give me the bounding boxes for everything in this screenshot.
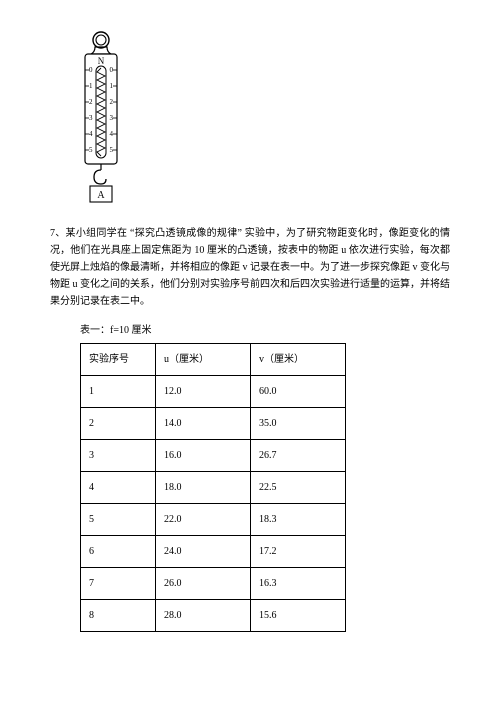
- spring-scale-figure: N 0 1 2 3 4 5 0 1 2 3 4 5: [70, 30, 450, 205]
- scale-right-2: 2: [110, 98, 114, 106]
- cell: 16.0: [156, 440, 251, 472]
- cell: 28.0: [156, 600, 251, 632]
- scale-left-2: 2: [89, 98, 93, 106]
- scale-right-1: 1: [110, 82, 114, 90]
- table1-body: 1 12.0 60.0 2 14.0 35.0 3 16.0 26.7 4 18…: [81, 376, 346, 632]
- table1: 实验序号 u（厘米） v（厘米） 1 12.0 60.0 2 14.0 35.0…: [80, 343, 346, 632]
- box-a-label: A: [97, 190, 105, 201]
- cell: 17.2: [251, 536, 346, 568]
- cell: 2: [81, 408, 156, 440]
- cell: 18.0: [156, 472, 251, 504]
- table-row: 2 14.0 35.0: [81, 408, 346, 440]
- cell: 5: [81, 504, 156, 536]
- scale-right-4: 4: [110, 130, 114, 138]
- unit-n-label: N: [98, 56, 105, 66]
- question-text: 7、某小组同学在 “探究凸透镜成像的规律” 实验中，为了研究物距变化时，像距变化…: [50, 225, 450, 310]
- scale-left-3: 3: [89, 114, 93, 122]
- cell: 12.0: [156, 376, 251, 408]
- table-row: 4 18.0 22.5: [81, 472, 346, 504]
- cell: 60.0: [251, 376, 346, 408]
- cell: 8: [81, 600, 156, 632]
- th-v: v（厘米）: [251, 344, 346, 376]
- cell: 26.0: [156, 568, 251, 600]
- cell: 1: [81, 376, 156, 408]
- cell: 7: [81, 568, 156, 600]
- table-row: 1 12.0 60.0: [81, 376, 346, 408]
- scale-left-1: 1: [89, 82, 93, 90]
- scale-right-0: 0: [110, 66, 114, 74]
- table-row: 7 26.0 16.3: [81, 568, 346, 600]
- cell: 3: [81, 440, 156, 472]
- table-row: 6 24.0 17.2: [81, 536, 346, 568]
- cell: 15.6: [251, 600, 346, 632]
- table1-title: 表一：f=10 厘米: [80, 322, 450, 339]
- cell: 35.0: [251, 408, 346, 440]
- th-u: u（厘米）: [156, 344, 251, 376]
- table-row: 8 28.0 15.6: [81, 600, 346, 632]
- scale-right-5: 5: [110, 146, 114, 154]
- table-row: 5 22.0 18.3: [81, 504, 346, 536]
- table-header-row: 实验序号 u（厘米） v（厘米）: [81, 344, 346, 376]
- cell: 24.0: [156, 536, 251, 568]
- cell: 4: [81, 472, 156, 504]
- table-row: 3 16.0 26.7: [81, 440, 346, 472]
- scale-right-3: 3: [110, 114, 114, 122]
- cell: 14.0: [156, 408, 251, 440]
- cell: 18.3: [251, 504, 346, 536]
- cell: 22.5: [251, 472, 346, 504]
- cell: 6: [81, 536, 156, 568]
- scale-left-5: 5: [89, 146, 93, 154]
- th-seq: 实验序号: [81, 344, 156, 376]
- scale-left-0: 0: [89, 66, 93, 74]
- scale-left-4: 4: [89, 130, 93, 138]
- cell: 26.7: [251, 440, 346, 472]
- cell: 22.0: [156, 504, 251, 536]
- spring-scale-svg: N 0 1 2 3 4 5 0 1 2 3 4 5: [70, 30, 132, 205]
- cell: 16.3: [251, 568, 346, 600]
